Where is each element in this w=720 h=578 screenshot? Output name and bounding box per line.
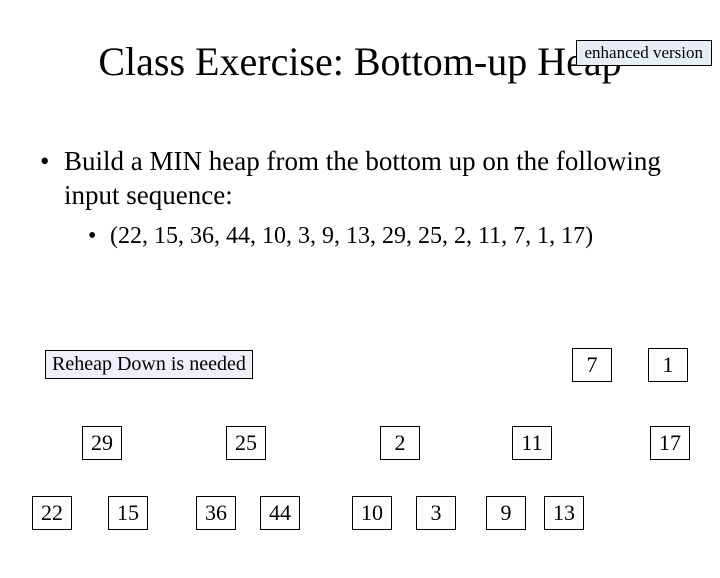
bullet-list: Build a MIN heap from the bottom up on t… xyxy=(38,145,700,250)
node-36: 36 xyxy=(196,496,236,530)
node-10: 10 xyxy=(352,496,392,530)
enhanced-version-badge: enhanced version xyxy=(576,40,712,66)
node-2: 2 xyxy=(380,426,420,460)
node-13: 13 xyxy=(544,496,584,530)
node-7: 7 xyxy=(572,348,612,382)
node-44: 44 xyxy=(260,496,300,530)
bullet-2: (22, 15, 36, 44, 10, 3, 9, 13, 29, 25, 2… xyxy=(86,223,700,250)
heap-tree: 7 1 29 25 2 11 17 22 15 36 44 10 3 9 13 xyxy=(0,348,720,578)
node-3: 3 xyxy=(416,496,456,530)
node-29: 29 xyxy=(82,426,122,460)
bullet-1: Build a MIN heap from the bottom up on t… xyxy=(38,145,700,213)
node-11: 11 xyxy=(512,426,552,460)
node-25: 25 xyxy=(226,426,266,460)
node-17: 17 xyxy=(650,426,690,460)
node-1: 1 xyxy=(648,348,688,382)
node-15: 15 xyxy=(108,496,148,530)
node-9: 9 xyxy=(486,496,526,530)
node-22: 22 xyxy=(32,496,72,530)
